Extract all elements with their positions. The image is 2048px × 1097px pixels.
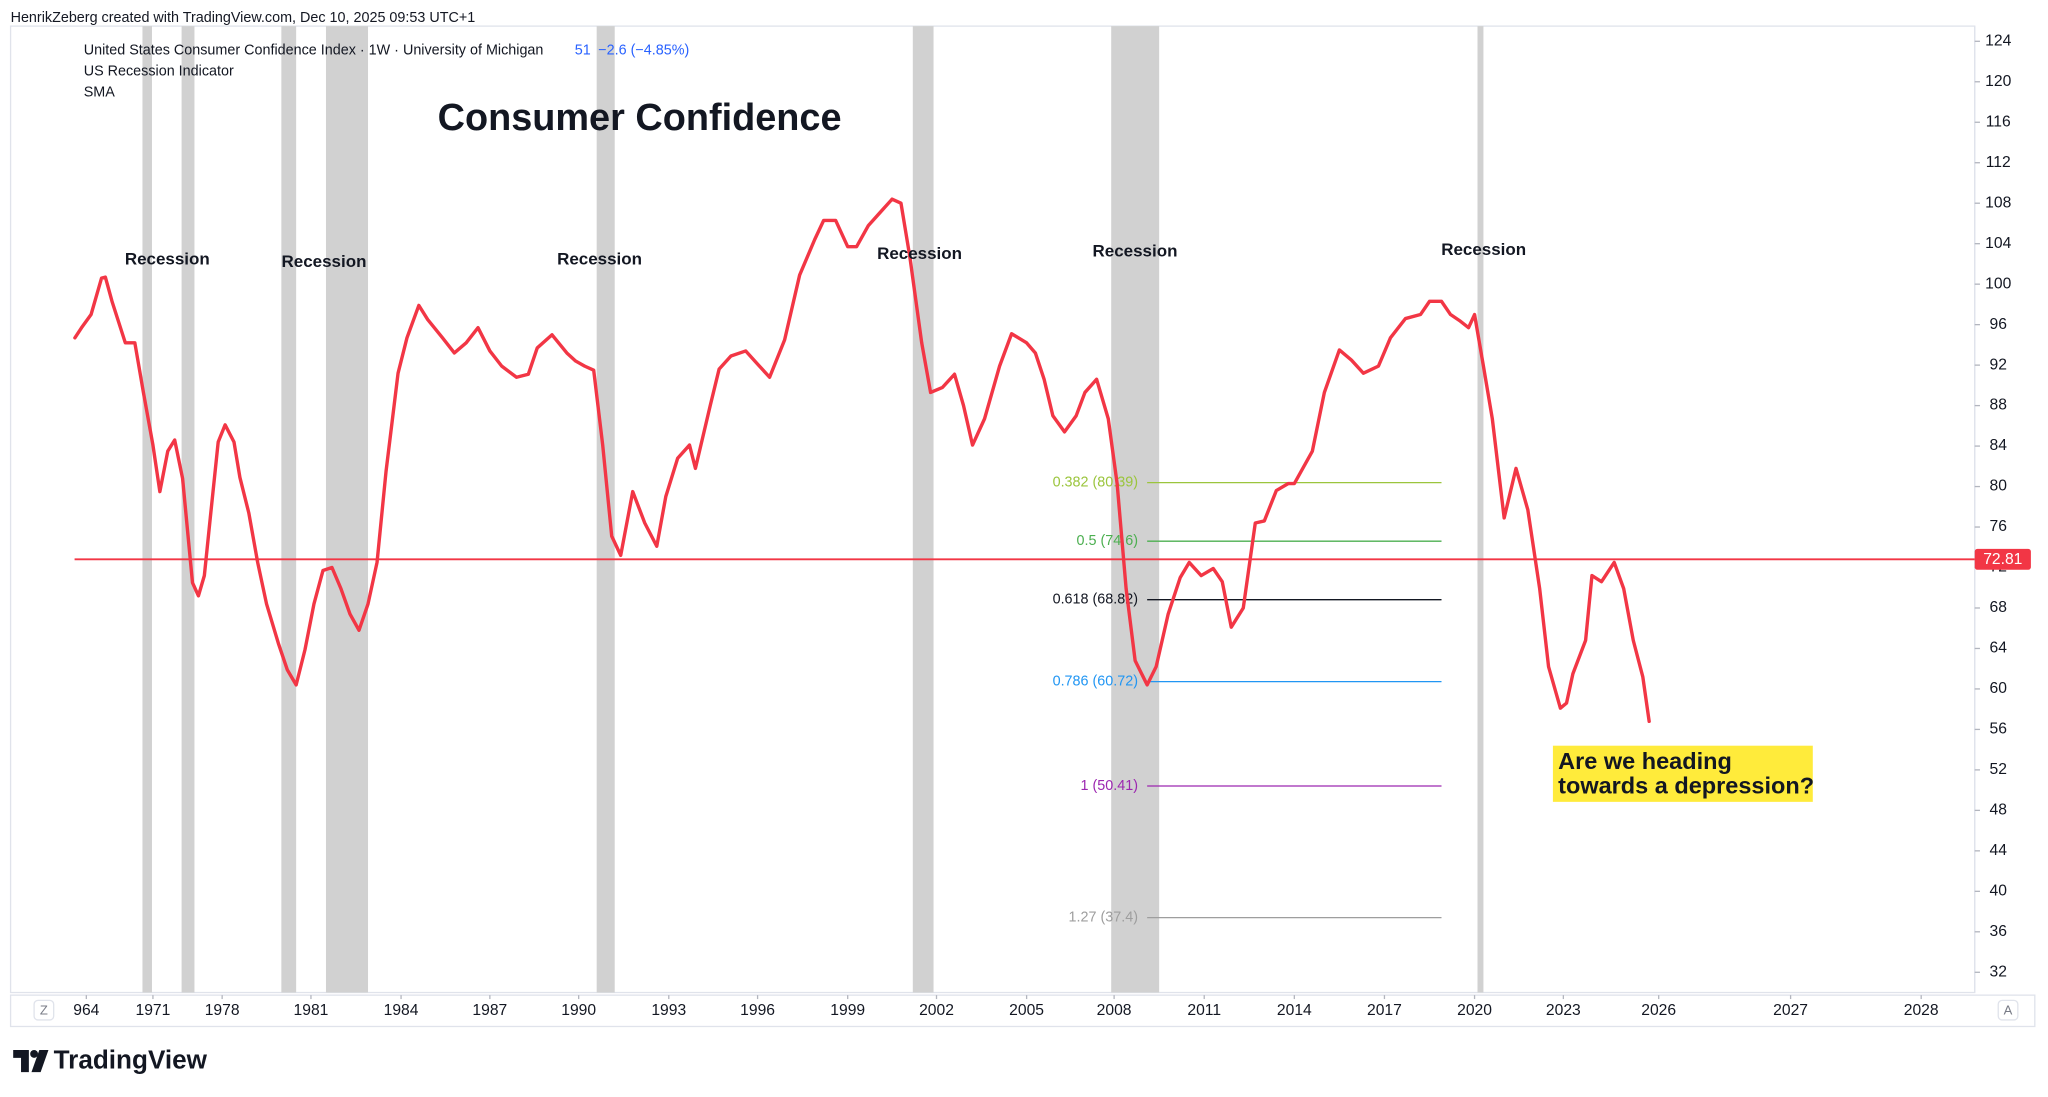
x-tick-label: 1996 (740, 1002, 775, 1019)
y-tick-label: 76 (1990, 518, 2008, 535)
y-tick-label: 112 (1986, 154, 2011, 171)
recession-band (281, 26, 297, 993)
y-tick-label: 84 (1990, 437, 2008, 454)
y-tick-label: 32 (1990, 963, 2007, 980)
logo-shape (31, 1049, 49, 1073)
series-line (73, 197, 1651, 724)
x-tick-label: 1981 (294, 1002, 329, 1019)
annotation: towards a depression? (1558, 773, 1814, 799)
y-tick-label: 80 (1990, 478, 2008, 495)
logo-shape (30, 1049, 39, 1058)
recession-band (325, 26, 369, 993)
y-tick-label: 124 (1985, 32, 2011, 49)
y-tick-label: 60 (1990, 680, 2008, 697)
y-tick-label: 40 (1990, 882, 2008, 899)
recession-band (142, 26, 152, 993)
brand: TradingView (54, 1045, 208, 1075)
x-tick-label: 1971 (136, 1002, 171, 1019)
recession-label: Recession (557, 249, 642, 268)
fib-label: 0.382 (80.39) (1053, 474, 1138, 490)
y-tick-label: 116 (1986, 113, 2011, 130)
y-tick-label: 120 (1985, 73, 2011, 90)
y-tick-label: 44 (1990, 842, 2008, 859)
recession-label: Recession (1093, 242, 1178, 261)
x-tick-label: 2023 (1546, 1002, 1581, 1019)
chart-title: Consumer Confidence (438, 97, 842, 139)
annotation: Are we heading (1558, 748, 1732, 774)
y-tick-label: 56 (1990, 721, 2008, 738)
brand-logo (13, 1049, 49, 1073)
legend-item: SMA (84, 85, 116, 101)
x-tick-label: 2011 (1187, 1002, 1221, 1019)
x-tick-label: 2008 (1097, 1002, 1132, 1019)
recession-band (912, 26, 934, 993)
legend-change: −2.6 (−4.85%) (598, 43, 689, 59)
x-tick-label: 1978 (205, 1002, 240, 1019)
logo-shape (13, 1049, 29, 1073)
y-tick-label: 36 (1990, 923, 2008, 940)
fib-label: 1.27 (37.4) (1069, 909, 1138, 925)
scale-button-label[interactable]: Z (40, 1002, 48, 1017)
y-tick-label: 64 (1990, 640, 2008, 657)
x-tick-label: 1999 (830, 1002, 865, 1019)
legend-symbol: United States Consumer Confidence Index … (84, 43, 544, 59)
legend-last-value: 51 (575, 43, 591, 59)
y-tick-label: 96 (1990, 316, 2008, 333)
x-tick-label: 2027 (1773, 1002, 1808, 1019)
recession-label: Recession (125, 249, 210, 268)
legend-item: US Recession Indicator (84, 64, 234, 80)
time-axis (9, 994, 2036, 1028)
x-tick-label: 2017 (1367, 1002, 1402, 1019)
recession-label: Recession (282, 252, 367, 271)
recession-band (1477, 26, 1484, 993)
recession-label: Recession (1441, 240, 1526, 259)
x-tick-label: 1987 (472, 1002, 507, 1019)
x-tick-label: 1993 (651, 1002, 686, 1019)
fib-label: 0.786 (60.72) (1053, 673, 1138, 689)
y-tick-label: 104 (1985, 235, 2011, 252)
price-label: 72.81 (1983, 551, 2022, 568)
x-tick-label: 1984 (384, 1002, 419, 1019)
y-tick-label: 48 (1990, 802, 2008, 819)
y-tick-label: 88 (1990, 397, 2008, 414)
recession-band (181, 26, 195, 993)
x-tick-label: 2028 (1904, 1002, 1939, 1019)
recession-band (596, 26, 615, 993)
header: HenrikZeberg created with TradingView.co… (11, 10, 476, 26)
x-tick-label: 2014 (1277, 1002, 1312, 1019)
scale-button[interactable] (33, 999, 55, 1021)
y-tick-label: 92 (1990, 356, 2007, 373)
recession-label: Recession (877, 244, 962, 263)
fib-label: 0.5 (74.6) (1077, 533, 1138, 549)
y-tick-label: 100 (1985, 275, 2011, 292)
price-label-box (1974, 548, 2031, 570)
y-tick-label: 108 (1985, 194, 2011, 211)
y-tick-label: 68 (1990, 599, 2008, 616)
x-tick-label: 2002 (919, 1002, 954, 1019)
x-tick-label: 2026 (1641, 1002, 1676, 1019)
y-tick-label: 52 (1990, 761, 2007, 778)
x-tick-label: 2005 (1009, 1002, 1044, 1019)
x-tick-label: 2020 (1457, 1002, 1492, 1019)
fib-label: 0.618 (68.82) (1053, 591, 1138, 607)
scale-button[interactable] (1997, 999, 2019, 1021)
x-tick-label: 1990 (561, 1002, 596, 1019)
annotation-box (1552, 745, 1813, 802)
fib-label: 1 (50.41) (1081, 778, 1138, 794)
scale-button-label[interactable]: A (2004, 1002, 2013, 1017)
plot-area: 0.382 (80.39) 0.5 (74.6) 0.618 (68.82) 0.78… (73, 26, 1975, 993)
x-tick-label: 964 (73, 1002, 99, 1019)
